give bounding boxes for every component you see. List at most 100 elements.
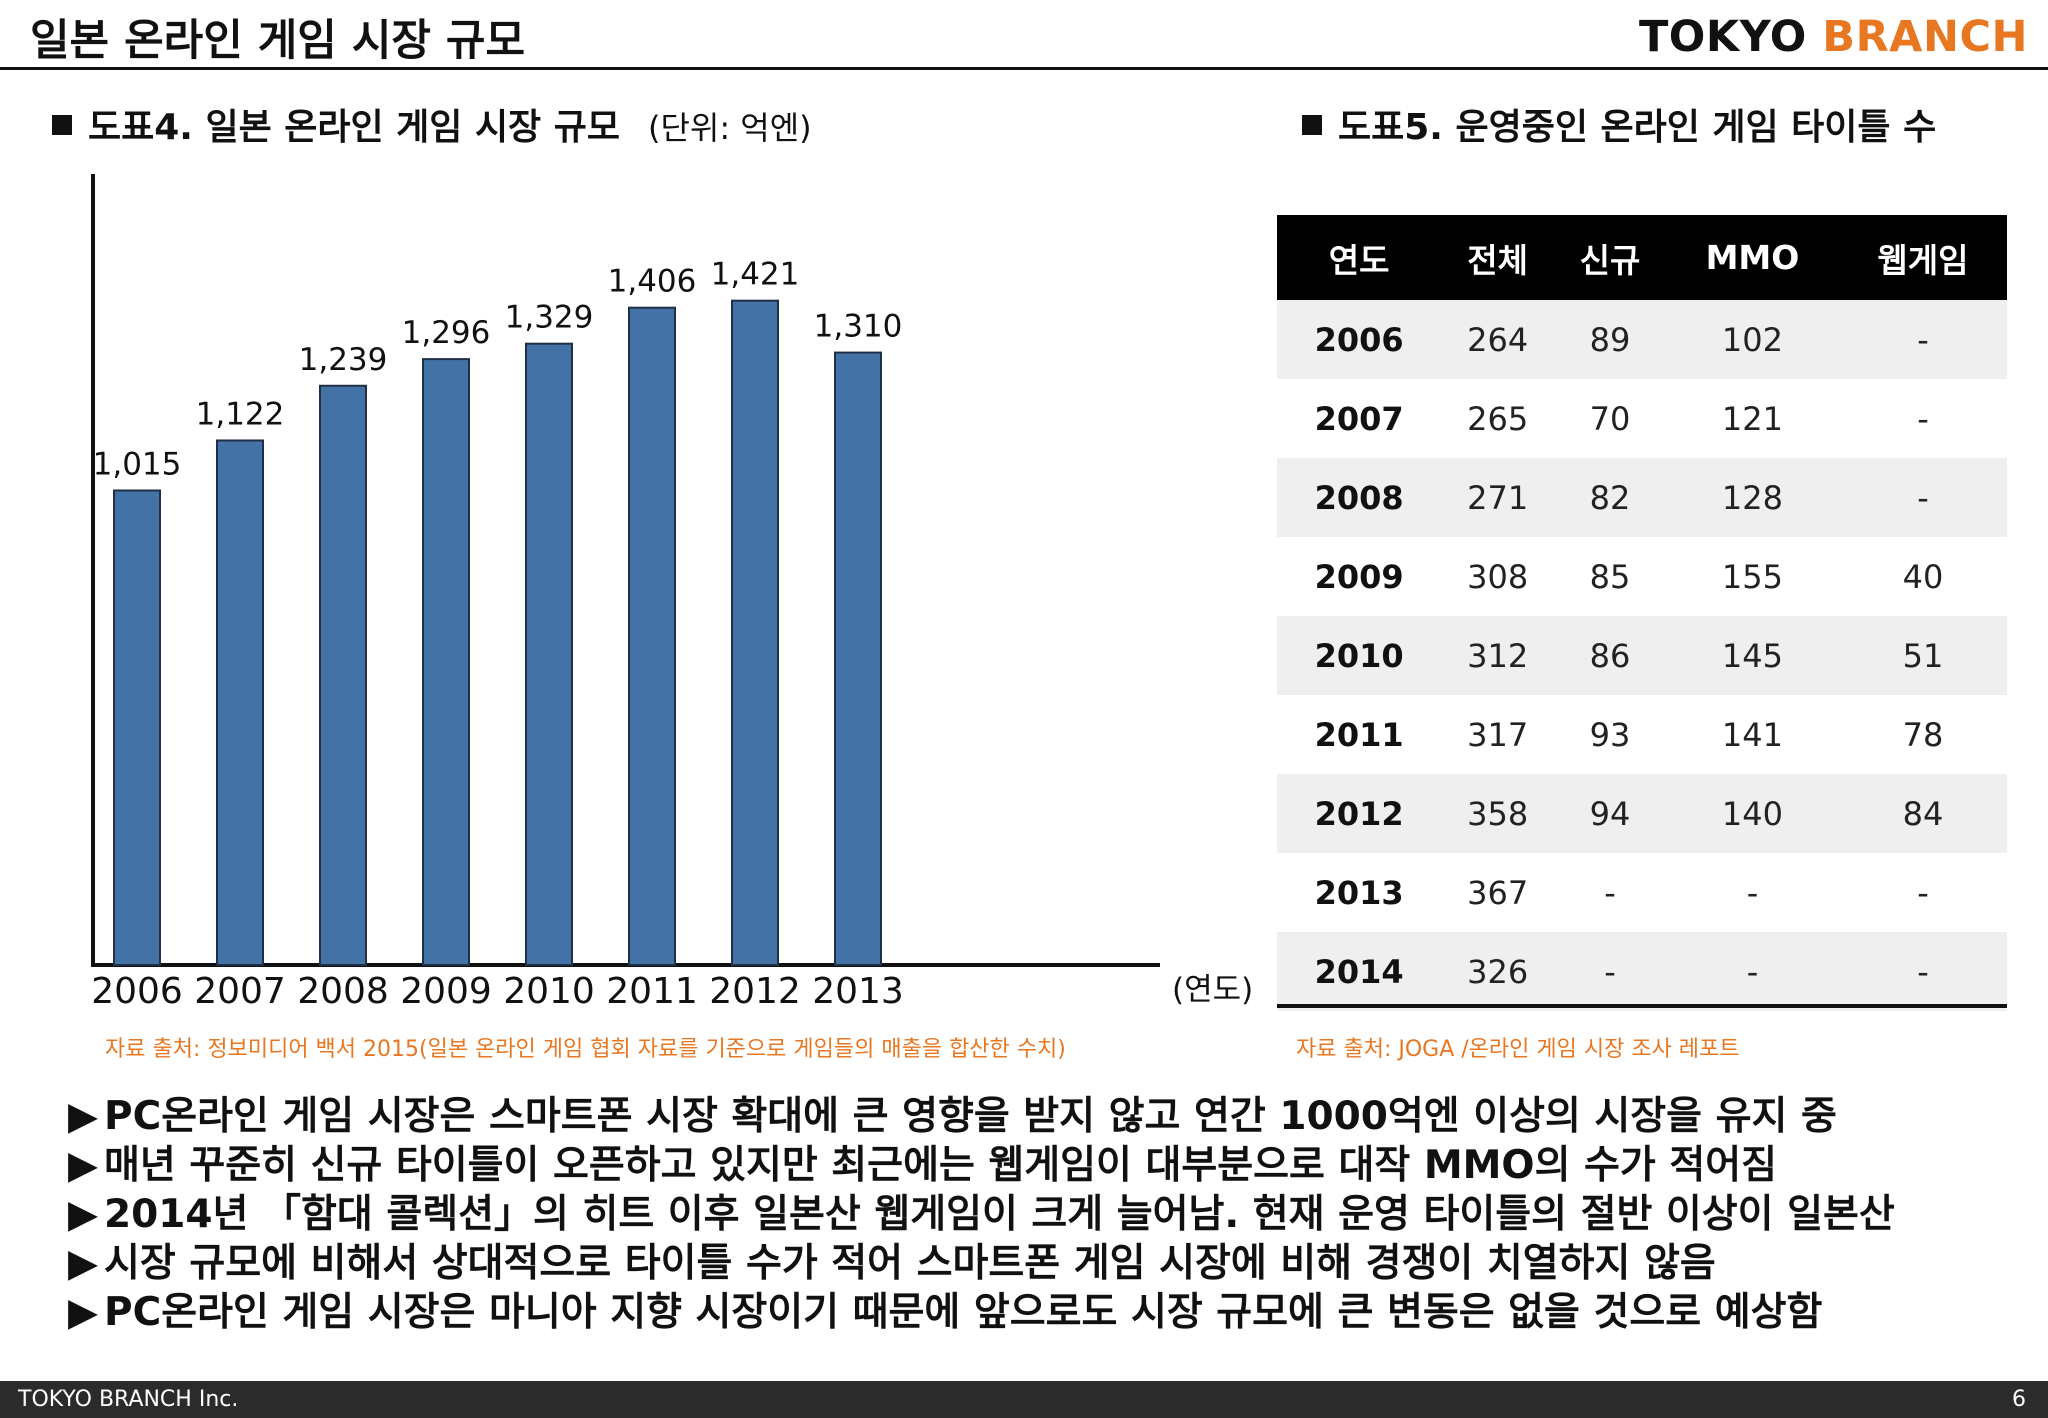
table-row: 2014 326- - - xyxy=(1277,932,2007,1011)
table-row: 2006 264 89 102- xyxy=(1277,300,2007,379)
table-cell: 326 xyxy=(1441,932,1554,1011)
table-cell: 265 xyxy=(1467,399,1529,438)
bar-2013 xyxy=(834,351,882,966)
triangle-bullet-icon: ▶ xyxy=(68,1143,98,1188)
x-tick-label: 2012 xyxy=(709,971,801,1012)
table-cell: 312 xyxy=(1441,616,1554,695)
table-cell: 86 xyxy=(1553,616,1666,695)
x-axis-label: (연도) xyxy=(1172,972,1253,1008)
data-label: 1,406 xyxy=(608,264,697,300)
table-cell: 264 xyxy=(1441,300,1554,379)
page-number: 6 xyxy=(2012,1387,2026,1412)
x-tick-label: 2006 xyxy=(91,971,183,1012)
table-cell: - xyxy=(1553,932,1666,1011)
table-row: 2008 271 82 128- xyxy=(1277,458,2007,537)
table-row: 2007 265 70 121 - xyxy=(1277,379,2007,458)
table-cell: 358 xyxy=(1441,774,1554,853)
table-cell: 102 xyxy=(1666,300,1839,379)
triangle-bullet-icon: ▶ xyxy=(68,1094,98,1139)
square-bullet-icon xyxy=(1302,115,1322,135)
bullet-item: ▶ 2014년 「함대 콜렉션」의 히트 이후 일본산 웹게임이 크게 늘어남. … xyxy=(68,1190,1895,1239)
bullet-item: ▶ 시장 규모에 비해서 상대적으로 타이틀 수가 적어 스마트폰 게임 시장에 … xyxy=(68,1239,1895,1288)
table-cell: 308 xyxy=(1467,557,1529,596)
table-cell: - xyxy=(1838,300,2007,379)
data-label: 1,421 xyxy=(711,257,800,293)
table-row: 2010 312 86 145 51 xyxy=(1277,616,2007,695)
table-title: 도표5. 운영중인 온라인 게임 타이틀 수 xyxy=(1338,107,1937,148)
brand-logo: TOKYO BRANCH xyxy=(1639,12,2028,62)
table-cell: 89 xyxy=(1553,300,1666,379)
triangle-bullet-icon: ▶ xyxy=(68,1241,98,1286)
x-tick-label: 2009 xyxy=(400,971,492,1012)
table-cell: - xyxy=(1838,458,2007,537)
table-cell: 121 xyxy=(1721,399,1783,438)
footer-company: TOKYO BRANCH Inc. xyxy=(18,1387,239,1412)
table-source-note: 자료 출처: JOGA /온라인 게임 시장 조사 레포트 xyxy=(1296,1037,1740,1062)
brand-part1: TOKYO xyxy=(1638,12,1807,62)
table-cell: 82 xyxy=(1553,458,1666,537)
year-cell: 2007 xyxy=(1314,399,1404,438)
table-cell: - xyxy=(1917,399,1929,438)
bar-2011 xyxy=(628,306,676,966)
bullet-text: PC온라인 게임 시장은 마니아 지향 시장이기 때문에 앞으로도 시장 규모에… xyxy=(104,1290,1823,1335)
table-cell: 271 xyxy=(1441,458,1554,537)
table-cell: 128 xyxy=(1666,458,1839,537)
table-cell: 140 xyxy=(1666,774,1839,853)
x-tick-label: 2013 xyxy=(812,971,904,1012)
table-cell: 84 xyxy=(1838,774,2007,853)
table-cell: - xyxy=(1838,932,2007,1011)
year-cell: 2008 xyxy=(1277,458,1442,537)
data-label: 1,239 xyxy=(299,342,388,378)
table-header-row: 연도 전체 신규 MMO 웹게임 xyxy=(1277,215,2007,300)
data-label: 1,122 xyxy=(196,396,285,432)
table-row: 2012 358 94 140 84 xyxy=(1277,774,2007,853)
chart-title: 도표4. 일본 온라인 게임 시장 규모 xyxy=(88,107,620,148)
year-cell: 2014 xyxy=(1277,932,1442,1011)
table-section-title: 도표5. 운영중인 온라인 게임 타이틀 수 xyxy=(1302,98,1936,150)
data-label: 1,310 xyxy=(814,309,903,345)
bar-2010 xyxy=(525,342,573,966)
year-cell: 2011 xyxy=(1314,715,1404,754)
brand-part2: BRANCH xyxy=(1822,12,2028,62)
bar-2007 xyxy=(216,439,264,966)
table-cell: 155 xyxy=(1721,557,1783,596)
table-cell: 40 xyxy=(1902,557,1944,596)
page-title: 일본 온라인 게임 시장 규모 xyxy=(30,16,526,66)
year-cell: 2010 xyxy=(1277,616,1442,695)
table-row: 2013 367 - - - xyxy=(1277,853,2007,932)
column-header: MMO xyxy=(1666,215,1839,300)
bar-2008 xyxy=(319,384,367,966)
table-cell: - xyxy=(1666,932,1839,1011)
year-cell: 2006 xyxy=(1277,300,1442,379)
column-header: 연도 xyxy=(1277,215,1442,300)
table-cell: 70 xyxy=(1589,399,1631,438)
table-cell: 85 xyxy=(1589,557,1631,596)
table-row: 2009 308 85 155 40 xyxy=(1277,537,2007,616)
data-label: 1,329 xyxy=(505,300,594,336)
triangle-bullet-icon: ▶ xyxy=(68,1192,98,1237)
table-cell: - xyxy=(1746,873,1759,912)
title-count-table: 연도 전체 신규 MMO 웹게임 2006 264 89 102-2007 265 70 1… xyxy=(1277,215,2007,1011)
bar-2012 xyxy=(731,299,779,966)
table-cell: 93 xyxy=(1589,715,1631,754)
triangle-bullet-icon: ▶ xyxy=(68,1290,98,1335)
header-divider xyxy=(0,67,2048,70)
table-cell: - xyxy=(1917,873,1929,912)
data-label: 1,015 xyxy=(93,446,182,482)
table-cell: - xyxy=(1604,873,1616,912)
year-cell: 2013 xyxy=(1314,873,1404,912)
bullet-text: 2014년 「함대 콜렉션」의 히트 이후 일본산 웹게임이 크게 늘어남. 현… xyxy=(104,1192,1895,1237)
data-label: 1,296 xyxy=(402,315,491,351)
chart-source-note: 자료 출처: 정보미디어 백서 2015(일본 온라인 게임 협회 자료를 기준… xyxy=(105,1037,1066,1062)
bullet-item: ▶ PC온라인 게임 시장은 마니아 지향 시장이기 때문에 앞으로도 시장 규모… xyxy=(68,1288,1895,1337)
bar-chart: 1,015 2006 1,122 2007 1,239 2008 1,296 2009 1,32… xyxy=(91,174,1253,1012)
bullet-text: PC온라인 게임 시장은 스마트폰 시장 확대에 큰 영향을 받지 않고 연간 … xyxy=(104,1094,1837,1139)
table-cell: 78 xyxy=(1902,715,1944,754)
square-bullet-icon xyxy=(52,115,72,135)
bullet-item: ▶ PC온라인 게임 시장은 스마트폰 시장 확대에 큰 영향을 받지 않고 연간… xyxy=(68,1092,1895,1141)
table-row: 2011 317 93 141 78 xyxy=(1277,695,2007,774)
x-tick-label: 2010 xyxy=(503,971,595,1012)
table-cell: 94 xyxy=(1553,774,1666,853)
table-bottom-border xyxy=(1277,1004,2007,1008)
x-tick-label: 2011 xyxy=(606,971,698,1012)
